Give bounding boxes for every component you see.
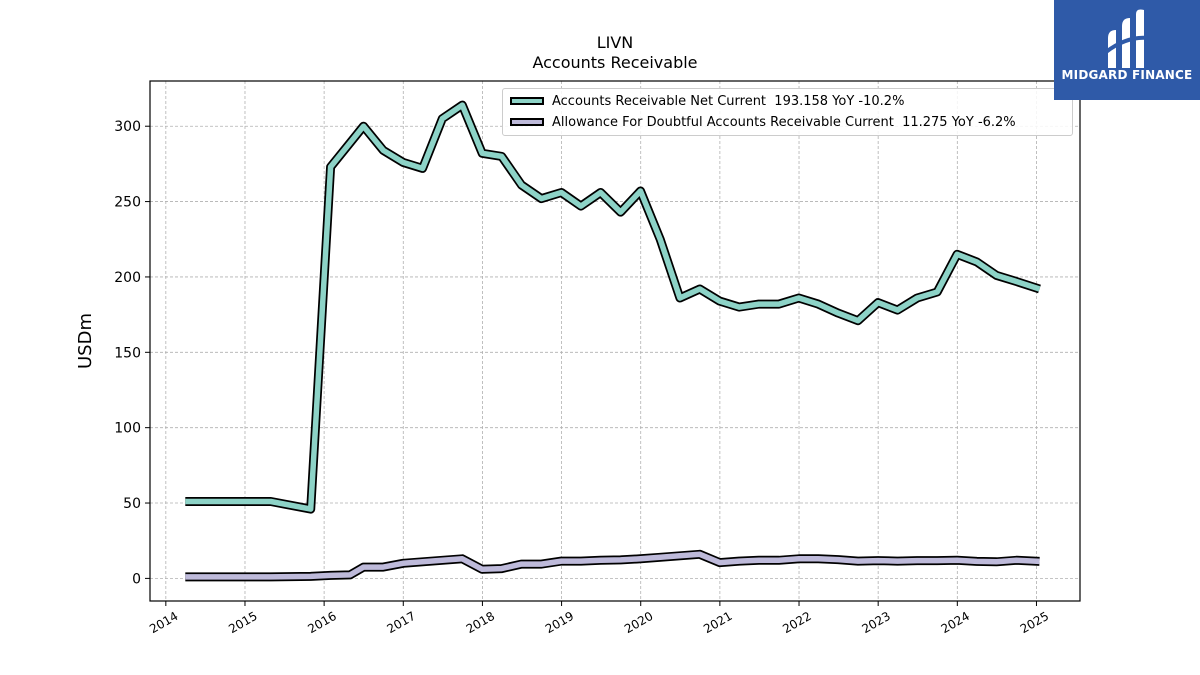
x-tick-label: 2015	[226, 609, 259, 636]
legend-swatch-net-current	[510, 97, 544, 105]
y-tick-label: 150	[114, 345, 141, 361]
x-tick-label: 2025	[1018, 609, 1051, 636]
series-line-0	[185, 102, 1041, 512]
plot-frame	[149, 80, 1081, 602]
y-tick-label: 250	[114, 195, 141, 211]
x-tick-label: 2021	[701, 609, 734, 636]
legend-label-net-current: Accounts Receivable Net Current 193.158 …	[552, 93, 905, 109]
y-tick-label: 0	[132, 571, 141, 587]
brand-logo: MIDGARD FINANCE	[1054, 0, 1200, 100]
y-tick-label: 300	[114, 119, 141, 135]
y-tick-label: 100	[114, 421, 141, 437]
x-tick-label: 2018	[464, 609, 497, 636]
y-tick-label: 200	[114, 270, 141, 286]
legend-item-allowance: Allowance For Doubtful Accounts Receivab…	[510, 113, 1016, 131]
legend-swatch-allowance	[510, 118, 544, 126]
y-axis-label: USDm	[75, 313, 96, 369]
legend-label-allowance: Allowance For Doubtful Accounts Receivab…	[552, 114, 1016, 130]
chart-title: LIVN	[596, 33, 634, 52]
x-tick-label: 2023	[859, 609, 892, 636]
x-tick-label: 2024	[939, 609, 972, 636]
legend-item-net-current: Accounts Receivable Net Current 193.158 …	[510, 92, 904, 110]
brand-name: MIDGARD FINANCE	[1061, 68, 1193, 82]
y-tick-label: 50	[123, 496, 141, 512]
x-tick-label: 2016	[305, 609, 338, 636]
midgard-logo-icon	[1104, 9, 1149, 68]
chart-legend: Accounts Receivable Net Current 193.158 …	[502, 88, 1073, 136]
chart-subtitle: Accounts Receivable	[532, 53, 698, 72]
x-tick-label: 2019	[543, 609, 576, 636]
x-tick-label: 2022	[780, 609, 813, 636]
series-line-1	[185, 551, 1040, 580]
x-tick-label: 2017	[385, 609, 418, 636]
x-tick-label: 2014	[147, 609, 180, 636]
x-tick-label: 2020	[622, 609, 655, 636]
